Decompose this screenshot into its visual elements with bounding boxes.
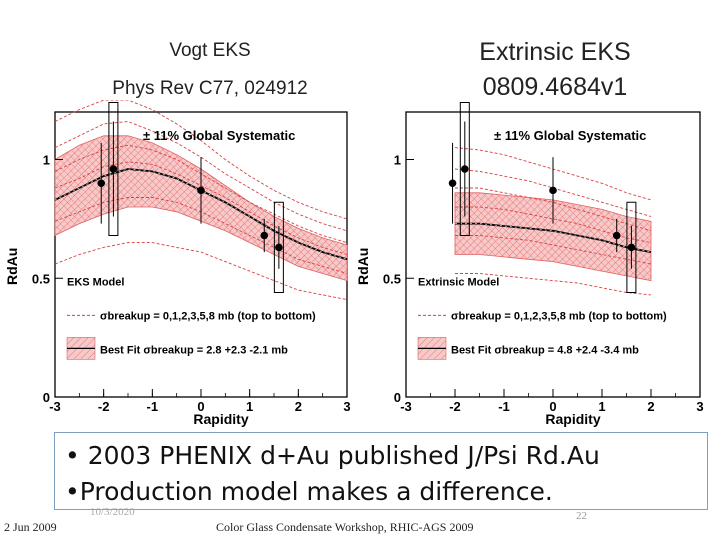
x-tick-label: -2 <box>449 399 461 414</box>
global-systematic-annotation: ± 11% Global Systematic <box>143 128 295 143</box>
data-point-3 <box>612 231 621 240</box>
data-point-2 <box>549 186 557 195</box>
x-tick-label: 1 <box>598 399 605 414</box>
x-axis-label: Rapidity <box>193 411 248 427</box>
data-point-1 <box>109 165 118 173</box>
data-point-0 <box>97 179 106 188</box>
breakup-curve-0 <box>54 100 348 220</box>
data-point-2 <box>197 186 205 195</box>
x-tick-label: -3 <box>49 399 61 414</box>
systematic-box-1 <box>459 102 470 236</box>
x-axis-label: Rapidity <box>545 411 600 427</box>
right-title-line2: 0809.4684v1 <box>482 73 628 101</box>
data-point-4 <box>275 243 283 252</box>
legend-title: Extrinsic Model <box>418 276 499 288</box>
x-tick-label: -2 <box>98 399 110 414</box>
x-tick-label: 3 <box>696 399 703 414</box>
x-tick-label: 2 <box>647 399 654 414</box>
systematic-box-4 <box>626 201 637 293</box>
global-systematic-annotation: ± 11% Global Systematic <box>494 128 646 143</box>
breakup-curve-2 <box>455 187 652 232</box>
x-tick-label: 2 <box>295 399 302 414</box>
x-tick-label: -1 <box>147 399 159 414</box>
x-tick-label: 0 <box>197 399 204 414</box>
y-tick-label: 0 <box>43 390 50 405</box>
y-tick-label: 1 <box>43 153 50 168</box>
data-point-0 <box>448 179 457 188</box>
left-title-line2: Phys Rev C77, 024912 <box>112 78 308 99</box>
legend-dashed-label: σbreakup = 0,1,2,3,5,8 mb (top to bottom… <box>100 310 316 322</box>
data-point-1 <box>461 165 469 173</box>
y-tick-label: 0.5 <box>32 271 50 286</box>
legend-dashed-label: σbreakup = 0,1,2,3,5,8 mb (top to bottom… <box>451 310 667 322</box>
footer-page-number: 22 <box>576 510 587 522</box>
bullet-1: • 2003 PHENIX d+Au published J/Psi Rd.Au <box>65 441 600 470</box>
footer-date: 2 Jun 2009 <box>4 520 57 534</box>
x-tick-label: -1 <box>498 399 510 414</box>
y-tick-label: 0 <box>394 390 401 405</box>
best-fit-curve-overlay <box>455 223 652 253</box>
y-tick-label: 1 <box>394 153 401 168</box>
right-title-line1: Extrinsic EKS <box>479 38 631 66</box>
y-axis-label: RdAu <box>355 248 371 285</box>
data-point-3 <box>260 231 269 240</box>
y-axis-label: RdAu <box>4 248 20 285</box>
legend-title: EKS Model <box>67 276 124 288</box>
left-title-line1: Vogt EKS <box>169 40 251 61</box>
x-tick-label: -3 <box>400 399 412 414</box>
systematic-box-4 <box>273 201 284 293</box>
best-fit-band-crosshatch <box>455 192 651 281</box>
breakup-curve-5 <box>455 273 652 296</box>
data-point-4 <box>627 243 636 252</box>
y-tick-label: 0.5 <box>383 271 401 286</box>
bullet-2: •Production model makes a difference. <box>65 477 553 506</box>
legend-band-label: Best Fit σbreakup = 2.8 +2.3 -2.1 mb <box>100 344 288 356</box>
systematic-box-1 <box>108 102 119 236</box>
x-tick-label: 0 <box>549 399 556 414</box>
footer-hidden-date: 10/3/2020 <box>90 506 135 518</box>
x-tick-label: 1 <box>246 399 253 414</box>
breakup-curve-1 <box>54 121 348 232</box>
footer-event: Color Glass Condensate Workshop, RHIC-AG… <box>216 520 474 534</box>
breakup-curve-4 <box>455 235 652 265</box>
legend-band-label: Best Fit σbreakup = 4.8 +2.4 -3.4 mb <box>451 344 639 356</box>
summary-box: • 2003 PHENIX d+Au published J/Psi Rd.Au… <box>54 432 708 510</box>
x-tick-label: 3 <box>343 399 350 414</box>
breakup-curve-5 <box>54 242 348 301</box>
